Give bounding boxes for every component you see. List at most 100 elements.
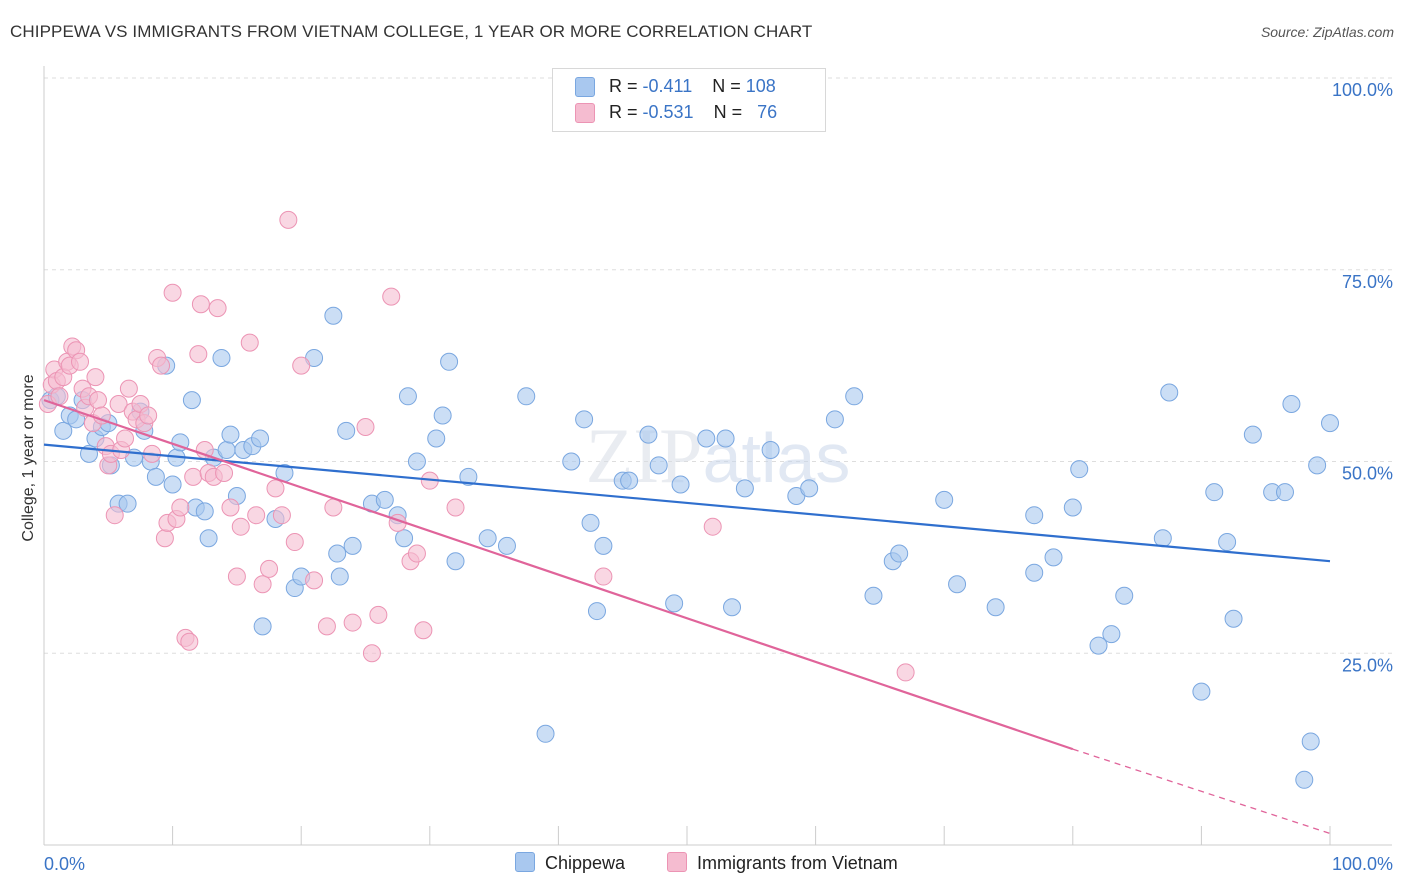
vietnam-point bbox=[171, 498, 190, 517]
chippewa-point bbox=[649, 456, 668, 475]
vietnam-point bbox=[71, 352, 90, 371]
vietnam-point bbox=[208, 299, 227, 318]
vietnam-point bbox=[703, 517, 722, 536]
chippewa-point bbox=[118, 494, 137, 513]
y-tick-label: 100.0% bbox=[1332, 80, 1393, 100]
x-tick-label: 0.0% bbox=[44, 854, 85, 874]
vietnam-point bbox=[155, 529, 174, 548]
chippewa-point bbox=[1224, 609, 1243, 628]
legend-r-label: R = bbox=[609, 102, 638, 122]
y-tick-label: 25.0% bbox=[1342, 655, 1393, 675]
chippewa-point bbox=[324, 306, 343, 325]
chippewa-point bbox=[594, 536, 613, 555]
chippewa-point bbox=[330, 567, 349, 586]
vietnam-point bbox=[279, 210, 298, 229]
chippewa-point bbox=[212, 348, 231, 367]
chippewa-point bbox=[146, 467, 165, 486]
vietnam-legend-icon bbox=[667, 852, 687, 872]
chippewa-point bbox=[375, 490, 394, 509]
chippewa-point bbox=[1301, 732, 1320, 751]
vietnam-point bbox=[119, 379, 138, 398]
chart-source: Source: ZipAtlas.com bbox=[1260, 24, 1394, 40]
chippewa-point bbox=[935, 490, 954, 509]
chippewa-point bbox=[890, 544, 909, 563]
chippewa-point bbox=[620, 471, 639, 490]
chippewa-point bbox=[478, 529, 497, 548]
vietnam-point bbox=[266, 479, 285, 498]
chippewa-point bbox=[1282, 394, 1301, 413]
vietnam-point bbox=[227, 567, 246, 586]
bottom-legend-label: Chippewa bbox=[545, 853, 626, 873]
vietnam-point bbox=[356, 417, 375, 436]
chippewa-point bbox=[536, 724, 555, 743]
vietnam-point bbox=[382, 287, 401, 306]
chippewa-point bbox=[217, 440, 236, 459]
chippewa-point bbox=[328, 544, 347, 563]
chippewa-point bbox=[440, 352, 459, 371]
chippewa-point bbox=[433, 406, 452, 425]
bottom-legend-chippewa[interactable]: Chippewa bbox=[515, 852, 625, 874]
chippewa-point bbox=[1044, 548, 1063, 567]
y-tick-label: 75.0% bbox=[1342, 272, 1393, 292]
legend-r-label: R = bbox=[609, 76, 638, 96]
trend-lines bbox=[43, 399, 1331, 835]
vietnam-point bbox=[231, 517, 250, 536]
axes bbox=[43, 66, 1392, 846]
vietnam-point bbox=[221, 498, 240, 517]
legend-n-value: 108 bbox=[745, 76, 776, 96]
chippewa-point bbox=[575, 410, 594, 429]
chippewa-point bbox=[845, 387, 864, 406]
legend-r-value: -0.411 bbox=[642, 76, 693, 96]
chippewa-point bbox=[665, 594, 684, 613]
chippewa-point bbox=[1025, 563, 1044, 582]
chippewa-point bbox=[163, 475, 182, 494]
chippewa-point bbox=[761, 440, 780, 459]
chippewa-point bbox=[427, 429, 446, 448]
vietnam-trend-extension bbox=[1072, 748, 1331, 835]
chippewa-point bbox=[517, 387, 536, 406]
vietnam-point bbox=[109, 394, 128, 413]
chippewa-point bbox=[337, 421, 356, 440]
chippewa-point bbox=[54, 421, 73, 440]
chippewa-point bbox=[251, 429, 270, 448]
legend-n-label: N = bbox=[713, 102, 743, 122]
legend-n-label: N = bbox=[712, 76, 741, 96]
chippewa-point bbox=[1218, 533, 1237, 552]
vietnam-point bbox=[240, 333, 259, 352]
chippewa-point bbox=[1308, 456, 1327, 475]
chippewa-point bbox=[497, 536, 516, 555]
vietnam-point bbox=[896, 663, 915, 682]
chippewa-point bbox=[825, 410, 844, 429]
bottom-legend-vietnam[interactable]: Immigrants from Vietnam bbox=[667, 852, 898, 874]
chippewa-trend-line bbox=[43, 443, 1331, 563]
chippewa-point bbox=[1115, 586, 1134, 605]
vietnam-point bbox=[215, 464, 234, 483]
chippewa-point bbox=[864, 586, 883, 605]
bottom-legend-label: Immigrants from Vietnam bbox=[697, 853, 898, 873]
y-axis-label: College, 1 year or more bbox=[20, 374, 37, 541]
correlation-legend: R = -0.411 N = 108 R = -0.531 N = 76 bbox=[552, 68, 826, 132]
chippewa-point bbox=[1160, 383, 1179, 402]
chippewa-point bbox=[1243, 425, 1262, 444]
chippewa-point bbox=[171, 433, 190, 452]
vietnam-point bbox=[189, 345, 208, 364]
vietnam-point bbox=[247, 506, 266, 525]
chippewa-point bbox=[1089, 636, 1108, 655]
vietnam-swatch-icon bbox=[575, 103, 595, 123]
chippewa-point bbox=[182, 391, 201, 410]
chippewa-legend-icon bbox=[515, 852, 535, 872]
chippewa-point bbox=[1025, 506, 1044, 525]
chippewa-point bbox=[395, 529, 414, 548]
vietnam-point bbox=[324, 498, 343, 517]
chippewa-point bbox=[562, 452, 581, 471]
chippewa-point bbox=[587, 602, 606, 621]
vietnam-point bbox=[317, 617, 336, 636]
chippewa-point bbox=[446, 552, 465, 571]
vietnam-trend-line bbox=[43, 399, 1074, 751]
x-tick-label: 100.0% bbox=[1332, 854, 1393, 874]
vietnam-point bbox=[260, 559, 279, 578]
vietnam-point bbox=[414, 621, 433, 640]
vietnam-point bbox=[86, 368, 105, 387]
chippewa-point bbox=[581, 513, 600, 532]
